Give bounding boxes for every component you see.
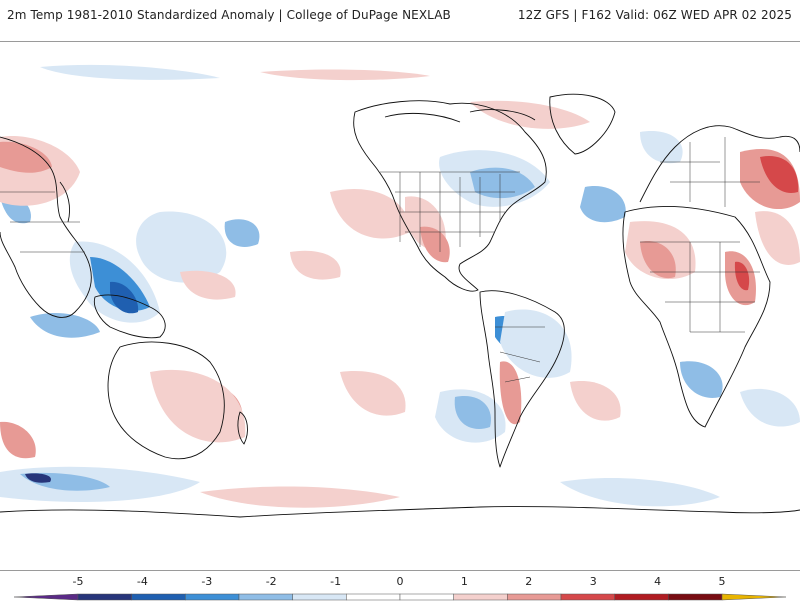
warm-patch-pacific-ne-light xyxy=(330,188,410,239)
cold-patch-brazil xyxy=(500,309,572,378)
warm-patch-mexico xyxy=(420,226,450,263)
coastline-europe-asia-east xyxy=(639,125,800,203)
coastlines xyxy=(0,93,800,518)
coastline-north-america xyxy=(353,100,547,292)
warm-patch-south-pacific xyxy=(340,371,406,416)
coastline-africa xyxy=(622,206,771,428)
cold-patch-central-pacific xyxy=(224,219,260,248)
colorbar-footer: -5 -4 -3 -2 -1 0 1 2 3 4 5 xyxy=(0,570,800,601)
colorbar-tick-label: -2 xyxy=(266,575,277,588)
colorbar-segment xyxy=(131,593,186,601)
cold-patch-arctic xyxy=(40,64,220,80)
cold-patch-indian-ocean xyxy=(30,312,100,338)
cold-anomaly-areas xyxy=(0,64,800,507)
coastline-antarctica xyxy=(0,506,800,518)
coastline-arctic-islands xyxy=(384,109,536,123)
model-run-label: 12Z GFS | F162 Valid: 06Z WED APR 02 202… xyxy=(517,8,792,22)
colorbar-segment xyxy=(453,593,508,601)
colorbar-min-arrow xyxy=(13,593,79,601)
warm-patch-australia-light xyxy=(150,369,246,443)
colorbar-segment xyxy=(614,593,669,601)
colorbar-tick-label: 2 xyxy=(525,575,532,588)
colorbar-segment xyxy=(668,593,723,601)
warm-patch-arabia xyxy=(755,211,800,265)
coastline-greenland xyxy=(549,93,616,155)
warm-patch-south-america-west xyxy=(499,361,522,425)
warm-patch-pacific-mid xyxy=(290,250,341,280)
colorbar-segment xyxy=(185,593,240,601)
coastline-new-zealand xyxy=(237,411,248,445)
colorbar-segment xyxy=(507,593,562,601)
colorbar-tick-label: -3 xyxy=(201,575,212,588)
colorbar-tick-label: -4 xyxy=(137,575,148,588)
warm-patch-east-africa-core xyxy=(734,261,750,291)
cold-patch-indian-south xyxy=(740,388,800,427)
border-asia xyxy=(0,191,85,253)
cold-patch-south-africa xyxy=(680,361,723,398)
coastline-southeast-asia-islands xyxy=(93,294,166,339)
warm-patch-east-asia-core xyxy=(0,141,52,173)
colorbar-tick-label: 0 xyxy=(397,575,404,588)
colorbar-segment xyxy=(292,593,347,601)
cold-patch-south-atlantic-mid xyxy=(454,396,491,429)
cold-patch-southern-ocean-east xyxy=(560,477,720,507)
cold-patch-atlantic xyxy=(580,186,626,223)
cold-patch-west-pacific-light xyxy=(136,211,227,283)
colorbar-tick-label: 4 xyxy=(654,575,661,588)
coastline-south-america xyxy=(479,290,565,468)
warm-patch-north-atlantic xyxy=(470,100,590,129)
colorbar-tick-label: -5 xyxy=(73,575,84,588)
colorbar: -5 -4 -3 -2 -1 0 1 2 3 4 5 xyxy=(13,575,787,601)
warm-anomaly-areas xyxy=(0,69,800,508)
colorbar-tick-label: 5 xyxy=(719,575,726,588)
warm-patch-middle-east-core xyxy=(760,156,799,193)
border-europe xyxy=(660,137,760,207)
map-header: 2m Temp 1981-2010 Standardized Anomaly |… xyxy=(0,0,800,42)
warm-patch-pacific-west xyxy=(180,270,236,300)
coastline-japan xyxy=(59,181,71,223)
cold-patch-indonesia-deep xyxy=(110,281,139,314)
warm-patch-tasman xyxy=(0,421,36,459)
border-africa xyxy=(640,241,760,333)
colorbar-tick-label: 3 xyxy=(590,575,597,588)
colorbar-segment xyxy=(399,593,454,601)
warm-patch-south-atlantic-east xyxy=(570,381,621,421)
colorbar-max-arrow xyxy=(721,593,787,601)
cold-patch-east-us-core xyxy=(470,167,535,199)
colorbar-tick-label: -1 xyxy=(330,575,341,588)
colorbar-segment xyxy=(560,593,615,601)
colorbar-segment xyxy=(77,593,132,601)
colorbar-segment xyxy=(238,593,293,601)
warm-patch-west-africa xyxy=(640,241,676,279)
cold-patch-north-europe xyxy=(640,131,683,164)
warm-patch-southern-mid xyxy=(200,486,400,508)
colorbar-segment xyxy=(346,593,401,601)
coastline-australia xyxy=(107,341,225,460)
map-title: 2m Temp 1981-2010 Standardized Anomaly |… xyxy=(7,8,451,22)
political-borders xyxy=(0,137,760,383)
warm-patch-arctic-strip xyxy=(260,69,430,81)
coastline-asia-west xyxy=(0,136,92,318)
cold-patch-antarctic-deep xyxy=(25,473,51,483)
border-us-grid-2 xyxy=(395,191,515,233)
anomaly-map xyxy=(0,42,800,580)
colorbar-tick-label: 1 xyxy=(461,575,468,588)
border-south-america xyxy=(495,326,545,383)
